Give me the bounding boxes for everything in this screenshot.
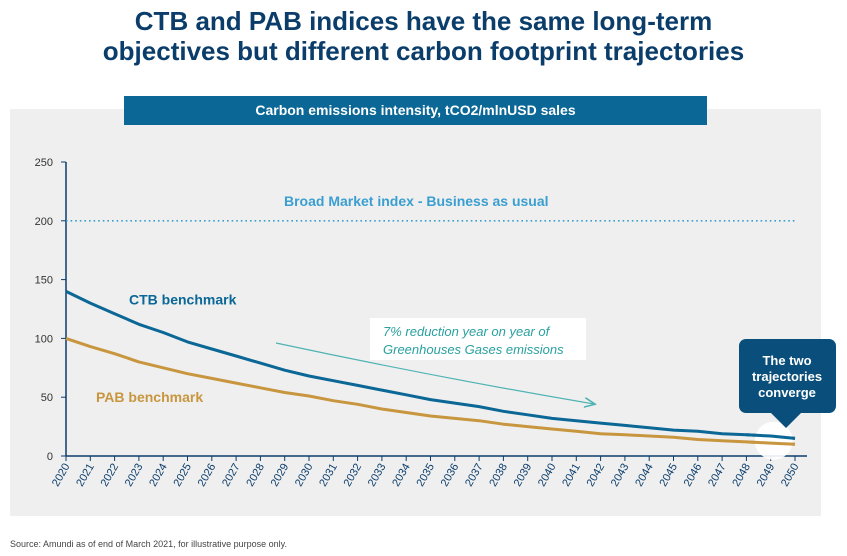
x-tick-label: 2048 <box>730 462 753 489</box>
source-note: Source: Amundi as of end of March 2021, … <box>10 539 287 549</box>
x-tick-label: 2043 <box>609 462 632 489</box>
y-tick-label: 50 <box>41 392 53 404</box>
converge-callout-text: trajectories <box>752 369 822 384</box>
x-tick-label: 2023 <box>123 462 146 489</box>
convergence-highlight <box>754 421 793 460</box>
x-tick-label: 2027 <box>220 462 243 489</box>
x-tick-label: 2036 <box>439 462 462 489</box>
title-line-1: CTB and PAB indices have the same long-t… <box>134 6 713 36</box>
series-line-ctb <box>65 290 796 440</box>
converge-callout-pointer <box>771 413 801 428</box>
x-tick-label: 2022 <box>99 462 122 489</box>
x-tick-label: 2028 <box>244 462 267 489</box>
x-tick-label: 2032 <box>342 462 365 489</box>
title-line-2: objectives but different carbon footprin… <box>102 36 745 66</box>
x-tick-label: 2020 <box>50 462 73 489</box>
y-tick-label: 150 <box>35 275 53 287</box>
y-tick-label: 200 <box>35 216 53 228</box>
page-title: CTB and PAB indices have the same long-t… <box>0 6 847 66</box>
reduction-arrow <box>275 342 594 404</box>
reduction-annotation-text: 7% reduction year on year of <box>383 324 551 339</box>
reduction-annotation-box <box>370 318 586 360</box>
x-tick-label: 2049 <box>755 462 778 489</box>
y-tick-label: 0 <box>47 451 53 463</box>
x-tick-label: 2034 <box>390 462 413 489</box>
x-tick-label: 2037 <box>463 462 486 489</box>
series-line-tail <box>746 433 796 440</box>
converge-callout-text: converge <box>758 385 816 400</box>
x-tick-label: 2042 <box>585 462 608 489</box>
x-tick-label: 2050 <box>779 462 802 489</box>
x-tick-label: 2030 <box>293 462 316 489</box>
y-tick-label: 250 <box>35 157 53 169</box>
chart-title-bar: Carbon emissions intensity, tCO2/mlnUSD … <box>124 96 707 125</box>
series-line-tail <box>746 440 796 446</box>
x-tick-label: 2025 <box>171 462 194 489</box>
x-tick-label: 2033 <box>366 462 389 489</box>
x-tick-label: 2031 <box>317 462 340 489</box>
x-tick-label: 2045 <box>657 462 680 489</box>
x-tick-label: 2024 <box>147 462 170 489</box>
x-tick-label: 2029 <box>269 462 292 489</box>
x-tick-label: 2040 <box>536 462 559 489</box>
series-label-pab: PAB benchmark <box>96 389 203 405</box>
series-label-ctb: CTB benchmark <box>129 291 237 307</box>
x-tick-label: 2044 <box>633 462 656 489</box>
x-tick-label: 2039 <box>512 462 535 489</box>
reduction-annotation-text: Greenhouses Gases emissions <box>383 342 564 357</box>
y-tick-label: 100 <box>35 333 53 345</box>
x-tick-label: 2041 <box>560 462 583 489</box>
x-tick-label: 2026 <box>196 462 219 489</box>
x-tick-label: 2038 <box>487 462 510 489</box>
x-tick-label: 2047 <box>706 462 729 489</box>
series-line-pab <box>65 336 796 446</box>
chart-panel <box>10 109 821 516</box>
x-tick-label: 2035 <box>414 462 437 489</box>
x-tick-label: 2046 <box>682 462 705 489</box>
converge-callout-text: The two <box>762 353 811 368</box>
x-tick-label: 2021 <box>74 462 97 489</box>
converge-callout-box <box>739 339 836 413</box>
series-label-broad-market: Broad Market index - Business as usual <box>284 193 549 209</box>
